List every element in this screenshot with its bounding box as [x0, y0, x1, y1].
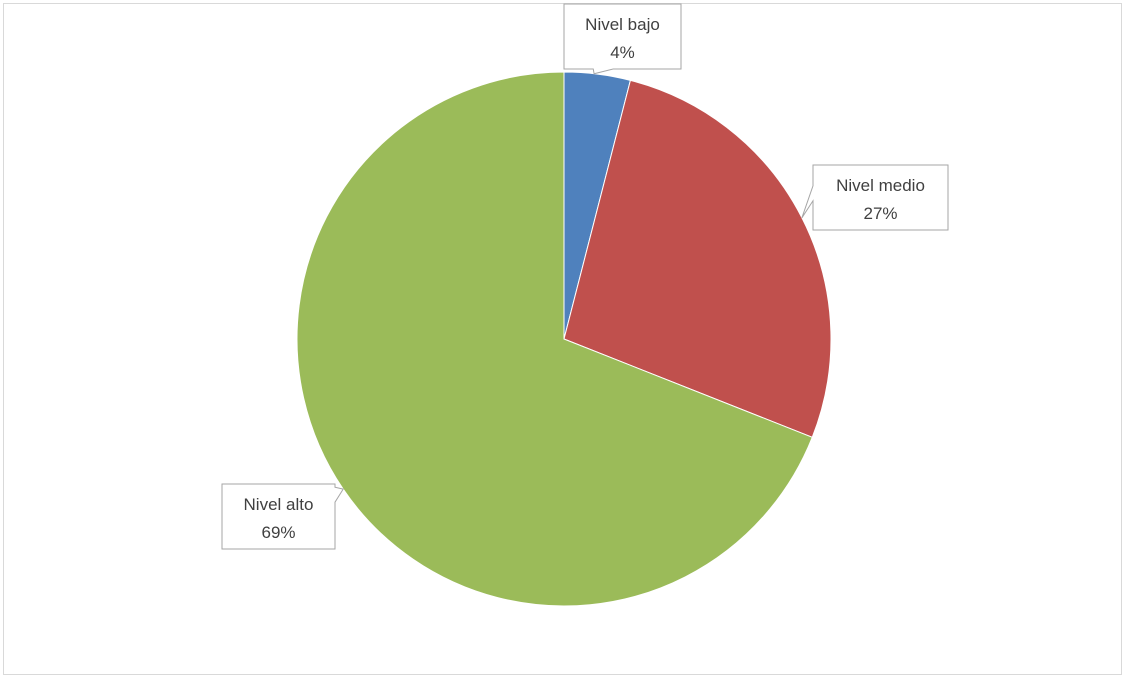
data-label-nivel-medio: Nivel medio 27%	[801, 164, 949, 231]
data-label-category: Nivel alto	[244, 495, 314, 514]
data-label-nivel-bajo: Nivel bajo 4%	[563, 3, 682, 75]
data-label-box	[801, 164, 949, 231]
data-label-nivel-alto: Nivel alto 69%	[221, 483, 344, 550]
data-label-category: Nivel medio	[836, 176, 925, 195]
pie-data-labels: Nivel bajo 4% Nivel medio 27% Nivel alto 69%	[221, 3, 949, 550]
pie-slices	[296, 71, 832, 607]
data-label-value: 27%	[863, 204, 897, 223]
data-label-box	[221, 483, 344, 550]
data-label-value: 4%	[610, 43, 635, 62]
data-label-category: Nivel bajo	[585, 15, 660, 34]
data-label-box	[563, 3, 682, 75]
data-label-value: 69%	[261, 523, 295, 542]
